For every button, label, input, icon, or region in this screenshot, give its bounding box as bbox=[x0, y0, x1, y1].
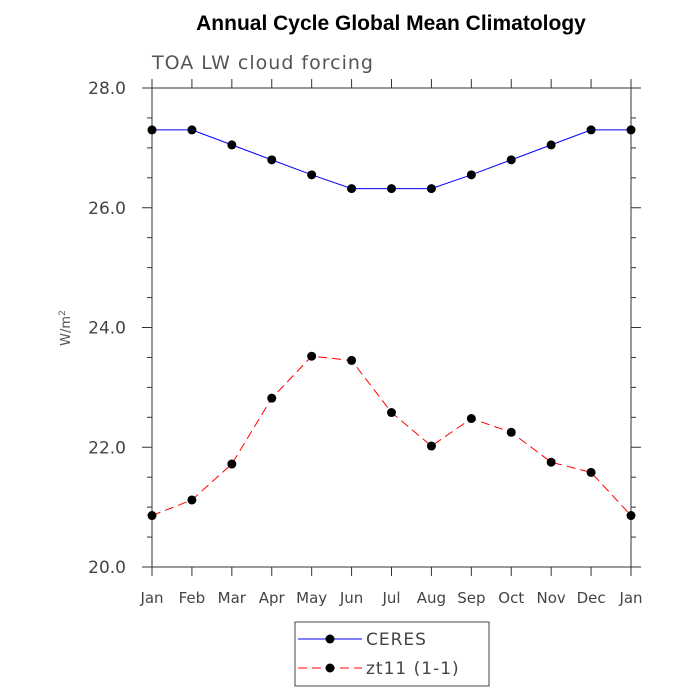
data-point-series-2 bbox=[546, 457, 556, 467]
data-point-series-1 bbox=[466, 170, 476, 180]
chart-title: Annual Cycle Global Mean Climatology bbox=[196, 12, 586, 35]
data-point-series-2 bbox=[347, 355, 357, 365]
data-point-series-2 bbox=[147, 511, 157, 521]
y-tick-label: 24.0 bbox=[88, 319, 126, 339]
data-point-series-1 bbox=[347, 184, 357, 194]
data-point-series-2 bbox=[267, 393, 277, 403]
legend-box bbox=[294, 621, 490, 687]
x-tick-label: Dec bbox=[577, 589, 606, 607]
data-point-series-1 bbox=[626, 125, 636, 135]
legend: CERES zt11 (1-1) bbox=[294, 621, 490, 687]
data-point-series-1 bbox=[187, 125, 197, 135]
x-tick-label: Nov bbox=[537, 589, 566, 607]
x-tick-label: Jan bbox=[139, 589, 163, 607]
data-point-series-1 bbox=[227, 140, 237, 150]
data-point-series-1 bbox=[506, 155, 516, 165]
y-axis-label: W/m2 bbox=[58, 310, 74, 346]
chart-subtitle: TOA LW cloud forcing bbox=[151, 52, 374, 74]
x-tick-label: Aug bbox=[417, 589, 446, 607]
data-point-series-2 bbox=[307, 351, 317, 361]
series-line-1 bbox=[152, 129, 631, 190]
x-tick-label: Jul bbox=[381, 589, 400, 607]
data-point-series-2 bbox=[626, 511, 636, 521]
data-point-series-1 bbox=[307, 170, 317, 180]
y-tick-label: 26.0 bbox=[88, 199, 126, 219]
x-tick-label: May bbox=[296, 589, 327, 607]
legend-marker-2 bbox=[325, 663, 335, 673]
x-tick-label: Apr bbox=[259, 589, 286, 607]
y-tick-label: 20.0 bbox=[88, 558, 126, 578]
legend-marker-1 bbox=[325, 634, 335, 644]
data-point-series-1 bbox=[546, 140, 556, 150]
data-point-series-1 bbox=[147, 125, 157, 135]
legend-label-1: CERES bbox=[366, 630, 427, 650]
data-point-series-2 bbox=[426, 441, 436, 451]
data-point-series-2 bbox=[506, 427, 516, 437]
data-point-series-2 bbox=[187, 495, 197, 505]
data-point-series-2 bbox=[227, 459, 237, 469]
y-tick-label: 22.0 bbox=[88, 438, 126, 458]
data-point-series-2 bbox=[466, 414, 476, 424]
data-point-series-2 bbox=[387, 408, 396, 418]
data-point-series-1 bbox=[586, 125, 596, 135]
x-tick-label: Sep bbox=[457, 589, 485, 607]
data-point-series-1 bbox=[267, 155, 277, 165]
series-line-2 bbox=[151, 355, 632, 516]
x-tick-label: Oct bbox=[498, 589, 524, 607]
x-tick-label: Jan bbox=[618, 589, 642, 607]
plot-frame bbox=[151, 87, 632, 568]
x-tick-label: Jun bbox=[339, 589, 363, 607]
x-tick-label: Feb bbox=[179, 589, 206, 607]
data-point-series-1 bbox=[426, 184, 436, 194]
data-point-series-2 bbox=[586, 467, 596, 477]
x-tick-label: Mar bbox=[218, 589, 247, 607]
y-tick-label: 28.0 bbox=[88, 79, 126, 99]
legend-label-2: zt11 (1-1) bbox=[366, 659, 460, 679]
data-point-series-1 bbox=[387, 184, 396, 194]
